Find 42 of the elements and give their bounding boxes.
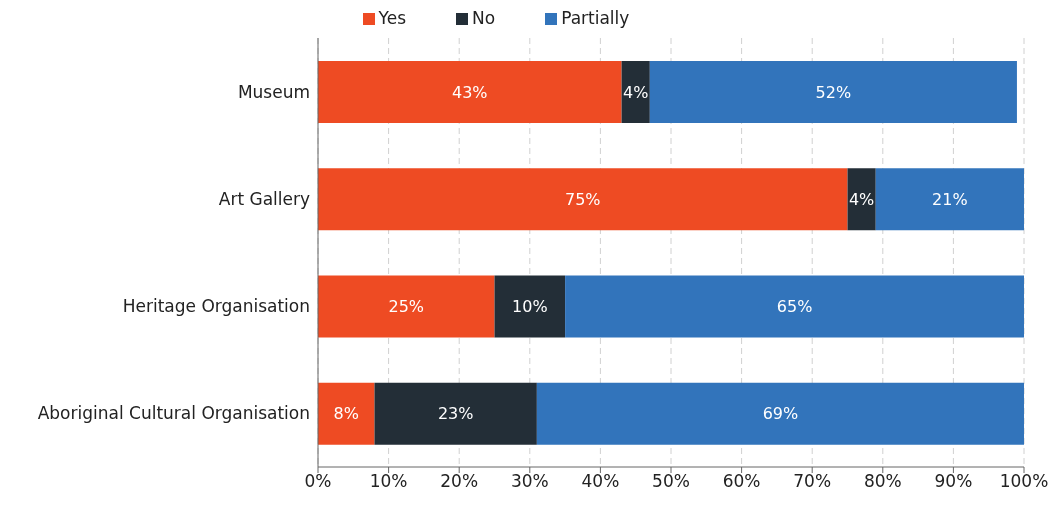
bar bbox=[318, 168, 848, 231]
x-tick-label: 60% bbox=[722, 471, 761, 492]
bar bbox=[374, 382, 537, 445]
x-tick-label: 90% bbox=[934, 471, 973, 492]
x-tick-label: 0% bbox=[304, 471, 332, 492]
data-label: 21% bbox=[932, 189, 968, 209]
x-tick-label: 80% bbox=[863, 471, 902, 492]
data-label: 65% bbox=[776, 297, 813, 316]
bar bbox=[847, 168, 876, 231]
bar bbox=[565, 275, 1024, 338]
legend-label: Partially bbox=[561, 8, 630, 28]
x-tick-label: 100% bbox=[999, 471, 1049, 492]
legend-label: Yes bbox=[378, 8, 407, 28]
x-tick-label: 50% bbox=[652, 471, 690, 492]
data-label: 4% bbox=[848, 189, 875, 209]
data-label: 4% bbox=[623, 82, 649, 102]
x-tick-label: 10% bbox=[369, 471, 408, 492]
data-label: 25% bbox=[388, 297, 425, 316]
data-label: 75% bbox=[564, 189, 601, 209]
y-tick-label: Heritage Organisation bbox=[122, 296, 310, 317]
bar bbox=[318, 382, 375, 445]
bar bbox=[494, 275, 566, 338]
bar bbox=[875, 168, 1024, 231]
data-label: 23% bbox=[437, 404, 474, 424]
y-tick-label: Museum bbox=[237, 81, 310, 102]
data-label: 43% bbox=[452, 82, 488, 102]
bar bbox=[318, 275, 495, 338]
bar bbox=[649, 61, 1017, 123]
bar bbox=[621, 61, 650, 123]
y-tick-label: Aboriginal Cultural Organisation bbox=[37, 403, 310, 424]
x-tick-label: 40% bbox=[581, 471, 620, 492]
legend-label: No bbox=[472, 8, 496, 28]
data-label: 8% bbox=[333, 404, 359, 424]
bar bbox=[318, 61, 622, 123]
bar bbox=[536, 382, 1024, 445]
data-label: 10% bbox=[512, 297, 548, 316]
x-tick-label: 70% bbox=[793, 471, 832, 492]
data-label: 69% bbox=[762, 404, 799, 424]
x-tick-label: 20% bbox=[440, 471, 479, 492]
y-tick-label: Art Gallery bbox=[218, 188, 310, 209]
data-label: 52% bbox=[815, 82, 852, 102]
x-tick-label: 30% bbox=[510, 471, 549, 492]
